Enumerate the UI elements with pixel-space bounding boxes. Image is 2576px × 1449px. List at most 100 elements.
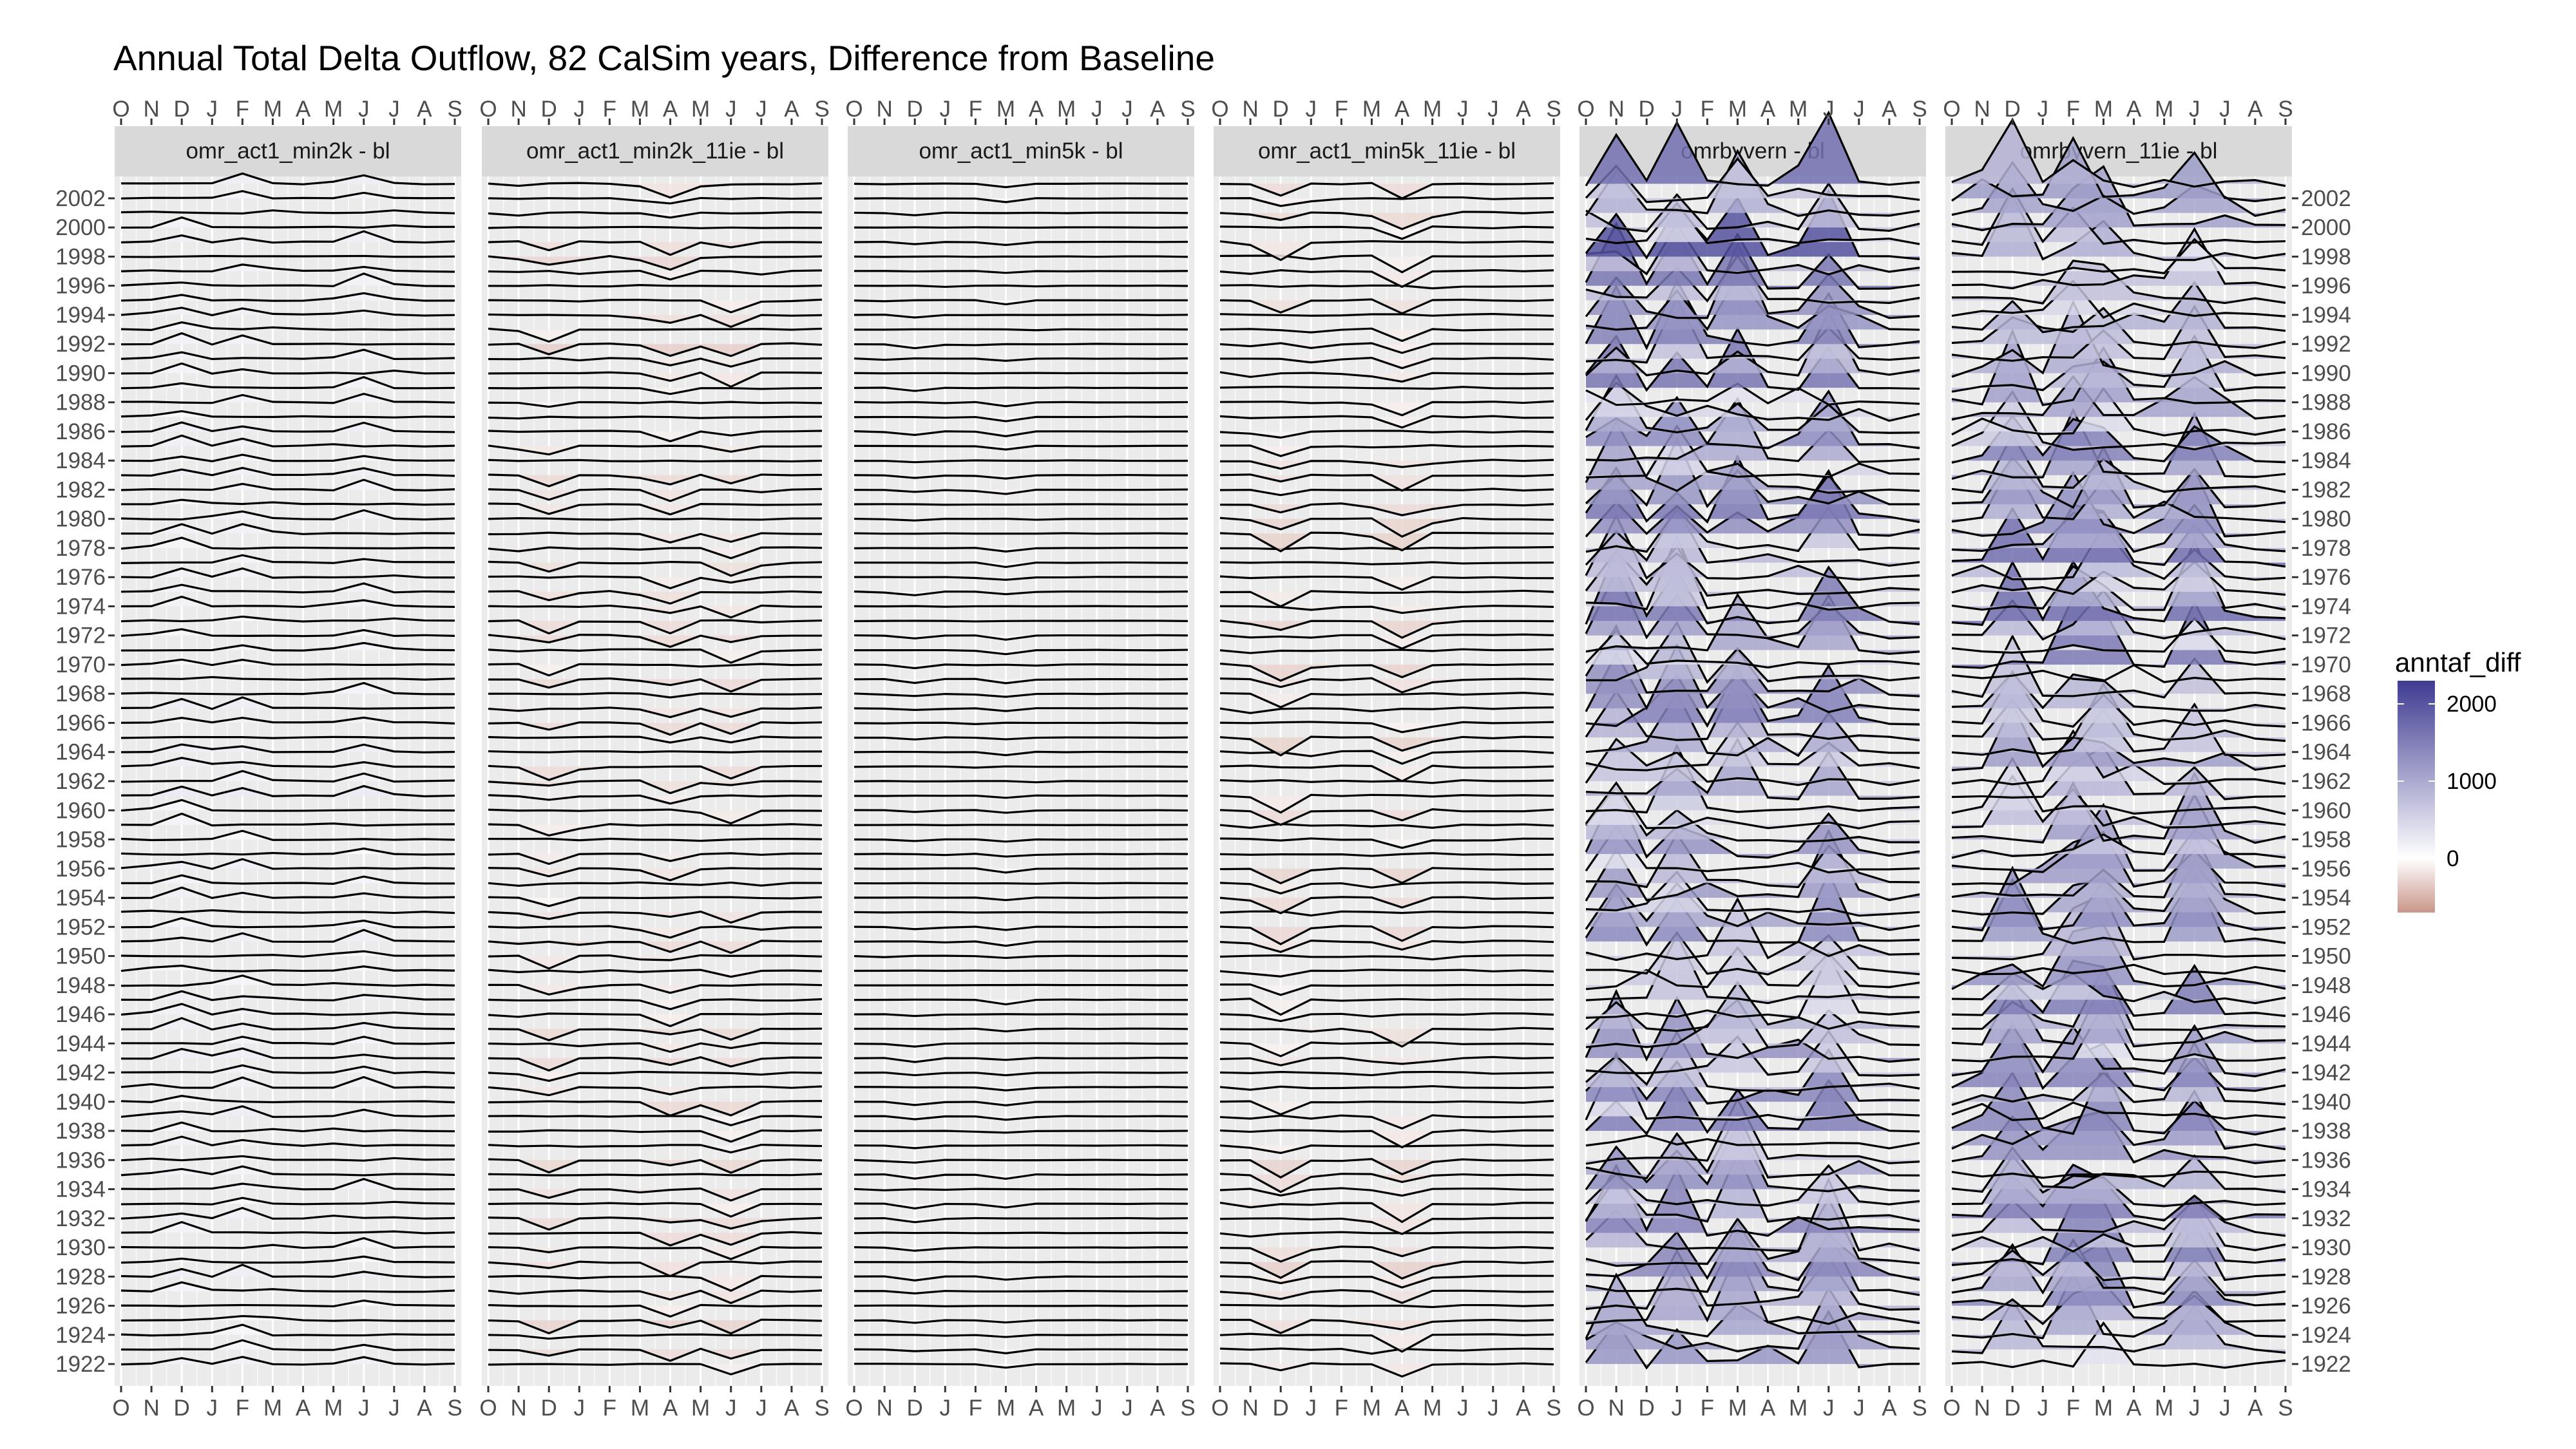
ridge-line	[488, 1100, 823, 1117]
ridge-line	[1585, 869, 1920, 947]
ridge-fill	[1586, 280, 1920, 348]
ridge-line	[488, 1012, 823, 1028]
x-tick-label-bottom: J	[1487, 1396, 1499, 1421]
x-tick-label-bottom: D	[2005, 1396, 2021, 1421]
x-tick-label-bottom: J	[756, 1396, 767, 1421]
ridge-line	[120, 641, 455, 652]
ridge-line	[1219, 1070, 1554, 1077]
x-tick-label-top: A	[1516, 97, 1531, 122]
ridge-line	[1951, 280, 2286, 334]
ridge-line	[1585, 202, 1920, 245]
ridge-fill	[1952, 392, 2285, 450]
x-tick-label-top: M	[2094, 97, 2113, 122]
y-tick-label-right: 1984	[2301, 448, 2351, 473]
ridge-line	[1585, 1030, 1920, 1092]
x-tick-label-bottom: F	[1701, 1396, 1714, 1421]
x-tick-label-bottom: A	[1882, 1396, 1897, 1421]
ridge-line	[1951, 792, 2286, 859]
ridge-fill	[121, 555, 455, 564]
ridge-line	[120, 1339, 455, 1351]
ridge-line	[1951, 304, 2286, 362]
x-tick-label-bottom: J	[358, 1396, 370, 1421]
x-tick-label-top: S	[814, 97, 829, 122]
ridge-line	[488, 1363, 823, 1376]
x-tick-label-top: M	[1057, 97, 1076, 122]
y-tick-label-right: 1994	[2301, 303, 2351, 328]
x-tick-label-bottom: J	[574, 1396, 586, 1421]
y-tick-label-left: 1940	[55, 1090, 106, 1115]
ridge-line	[488, 808, 823, 825]
ridge-fill	[121, 1018, 455, 1030]
ridge-line	[120, 950, 455, 958]
y-tick-label-right: 1952	[2301, 914, 2351, 940]
x-tick-label-bottom: J	[1823, 1396, 1835, 1421]
ridge-line	[1585, 825, 1920, 874]
ridge-fill	[1220, 1218, 1554, 1235]
x-tick-label-bottom: M	[2094, 1396, 2113, 1421]
ridge-line	[1219, 385, 1554, 390]
ridge-line	[854, 284, 1188, 289]
x-tick-label-top: J	[940, 97, 951, 122]
panel-label: omr_act1_min5k_11ie - bl	[1258, 138, 1516, 164]
y-tick-label-left: 1948	[55, 973, 106, 998]
ridge-line	[120, 466, 455, 477]
ridge-line	[488, 1158, 823, 1174]
ridge-line	[854, 998, 1188, 1006]
y-tick-label-right: 1966	[2301, 710, 2351, 735]
y-tick-label-right: 1936	[2301, 1148, 2351, 1173]
ridge-line	[120, 1314, 455, 1322]
ridge-line	[1219, 459, 1554, 470]
y-tick-label-right: 1964	[2301, 740, 2351, 765]
x-tick-label-top: M	[1423, 97, 1442, 122]
ridge-line	[1219, 1231, 1554, 1238]
ridge-line	[1585, 222, 1920, 290]
ridge-line	[488, 1303, 823, 1318]
ridge-line	[854, 838, 1188, 843]
x-tick-label-bottom: A	[663, 1396, 678, 1421]
ridge-line	[854, 1217, 1188, 1224]
ridge-line	[120, 1121, 455, 1133]
ridge-fill	[1952, 960, 2285, 1016]
ridge-fill	[1952, 119, 2285, 187]
ridge-line	[1585, 737, 1920, 786]
ridge-fill	[488, 1334, 822, 1339]
x-tick-label-top: J	[1823, 97, 1835, 122]
x-tick-label-top: D	[1639, 97, 1655, 122]
ridge-fill	[1220, 663, 1554, 681]
panel-4: omr_act1_min5k_11ie - blOONNDDJJFFMMAAMM…	[1211, 97, 1561, 1421]
ridge-fill	[488, 926, 822, 938]
x-tick-label-top: F	[1701, 97, 1714, 122]
ridge-line	[1951, 136, 2286, 202]
ridge-line	[1951, 1238, 2286, 1296]
y-tick-label-left: 1922	[55, 1352, 106, 1377]
ridge-line	[1219, 1012, 1554, 1023]
y-tick-label-left: 1986	[55, 419, 106, 444]
ridge-line	[1219, 837, 1554, 849]
ridge-line	[1585, 156, 1920, 204]
ridge-line	[854, 430, 1188, 437]
ridge-line	[1951, 1240, 2286, 1309]
panel-2: omr_act1_min2k_11ie - blOONNDDJJFFMMAAMM…	[479, 97, 829, 1421]
ridge-fill	[488, 766, 822, 781]
ridge-line	[1951, 538, 2286, 611]
ridge-line	[1219, 312, 1554, 317]
ridge-line	[854, 1071, 1188, 1077]
ridge-line	[1219, 1362, 1554, 1378]
ridge-fill	[1586, 158, 1920, 202]
ridge-line	[488, 371, 823, 388]
ridge-line	[488, 357, 823, 368]
x-tick-label-bottom: J	[2219, 1396, 2231, 1421]
ridge-line	[854, 677, 1188, 685]
ridge-line	[1951, 757, 2286, 815]
ridge-fill	[1586, 375, 1920, 433]
ridge-line	[120, 964, 455, 972]
ridge-line	[1585, 882, 1920, 931]
x-tick-label-top: M	[631, 97, 649, 122]
ridge-line	[1219, 1056, 1554, 1066]
x-tick-label-bottom: A	[1395, 1396, 1410, 1421]
y-tick-label-right: 1928	[2301, 1264, 2351, 1289]
ridge-line	[488, 663, 823, 677]
ridge-line	[854, 634, 1188, 641]
ridge-line	[1585, 381, 1920, 422]
ridge-fill	[1952, 672, 2285, 711]
